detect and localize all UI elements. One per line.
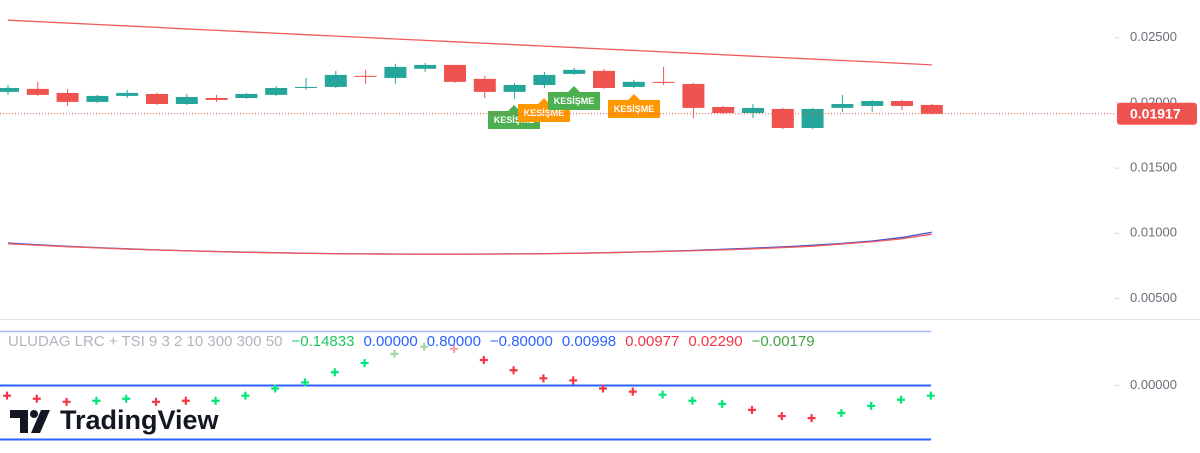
indicator-value: 0.80000 <box>427 333 481 350</box>
candle-body <box>235 93 258 99</box>
candle-body <box>414 64 437 69</box>
tsi-cross <box>92 396 101 405</box>
tsi-cross <box>420 342 429 351</box>
tsi-cross <box>271 384 280 393</box>
candle-body <box>175 96 198 105</box>
tsi-cross <box>748 405 756 414</box>
candle-body <box>861 101 884 106</box>
indicator-value: 0.00977 <box>625 333 679 350</box>
price-pane: 0.025000.020000.015000.010000.00500KESİŞ… <box>0 19 1197 305</box>
candle-body <box>771 108 794 128</box>
y-tick-label: 0.01000 <box>1130 225 1177 240</box>
annotation-text: KESİŞME <box>614 104 655 114</box>
annotation-box <box>548 86 600 110</box>
indicator-value: 0.02290 <box>688 333 742 350</box>
tsi-cross <box>211 396 220 405</box>
tsi-cross <box>360 359 369 368</box>
candle-body <box>265 87 288 95</box>
tsi-cross <box>628 387 637 396</box>
tsi-cross <box>509 366 518 375</box>
tsi-cross <box>688 396 697 405</box>
tsi-cross <box>62 397 71 406</box>
candle-body <box>533 74 556 85</box>
tsi-cross <box>301 378 309 387</box>
annotation-text: KESİŞME <box>494 115 535 125</box>
indicator-legend: ULUDAG LRC + TSI 9 3 2 10 300 300 50 −0.1… <box>8 333 815 350</box>
candle-body <box>295 86 317 88</box>
indicator-value: 0.00000 <box>363 333 417 350</box>
candle-body <box>831 104 854 108</box>
indicator-value: −0.14833 <box>291 333 354 350</box>
tsi-cross <box>32 394 41 403</box>
channel-line <box>7 233 932 255</box>
candle-body <box>563 69 586 74</box>
candle-body <box>384 66 407 78</box>
candle-body <box>146 93 168 105</box>
candle-body <box>116 92 139 96</box>
logo-shape <box>31 410 50 433</box>
tsi-cross <box>897 395 905 404</box>
tsi-cross <box>777 412 786 421</box>
y-tick-label: 0.00500 <box>1130 290 1177 305</box>
tsi-cross <box>122 394 131 403</box>
candle-body <box>742 107 764 113</box>
candle-body <box>503 84 526 92</box>
indicator-value: −0.80000 <box>490 333 553 350</box>
indicator-title: ULUDAG LRC + TSI 9 3 2 10 300 300 50 <box>8 333 282 350</box>
candle-body <box>444 64 466 82</box>
tsi-cross <box>390 349 399 358</box>
y-tick-label: 0.00000 <box>1130 377 1177 392</box>
last-price-label: 0.01917 <box>1130 105 1181 121</box>
tsi-cross <box>152 397 160 406</box>
tradingview-logo: TradingView <box>10 405 220 435</box>
tsi-cross <box>837 409 846 418</box>
tsi-cross <box>926 391 935 400</box>
logo-shape <box>10 410 28 433</box>
y-tick-label: 0.02500 <box>1130 29 1177 44</box>
tsi-cross <box>3 391 11 400</box>
candle-body <box>86 95 109 102</box>
candle-body <box>652 81 675 83</box>
tsi-cross <box>807 414 816 423</box>
candle-body <box>56 92 79 102</box>
indicator-value: 0.00998 <box>562 333 616 350</box>
tsi-cross <box>450 344 458 353</box>
tsi-cross <box>599 384 607 393</box>
candle-body <box>324 74 347 87</box>
candle-body <box>920 104 943 114</box>
candle-body <box>891 101 913 106</box>
tsi-cross <box>181 396 190 405</box>
candle-body <box>682 83 705 108</box>
indicator-value: −0.00179 <box>752 333 815 350</box>
tsi-cross <box>539 374 548 383</box>
y-tick-label: 0.01500 <box>1130 160 1177 175</box>
candle-body <box>593 70 615 88</box>
tsi-cross <box>718 399 727 408</box>
annotation-text: KESİŞME <box>524 108 565 118</box>
tsi-cross <box>479 356 488 365</box>
candle-body <box>801 108 824 128</box>
candle-body <box>712 106 735 113</box>
candle-body <box>26 88 49 95</box>
candle-body <box>622 81 645 87</box>
logo-shape <box>30 410 38 418</box>
last-price-badge <box>1117 102 1197 125</box>
tsi-cross <box>658 390 667 399</box>
tsi-cross <box>867 401 876 410</box>
candle-body <box>205 98 228 100</box>
annotation-text: KESİŞME <box>554 96 595 106</box>
channel-line <box>7 19 932 66</box>
tsi-cross <box>241 391 250 400</box>
candle-body <box>473 78 496 92</box>
tsi-cross <box>330 368 339 377</box>
watermark: TradingView <box>60 405 220 435</box>
tsi-cross <box>569 376 578 385</box>
candle-body <box>354 75 377 77</box>
candle-body <box>0 87 19 92</box>
annotation-box <box>608 94 660 118</box>
